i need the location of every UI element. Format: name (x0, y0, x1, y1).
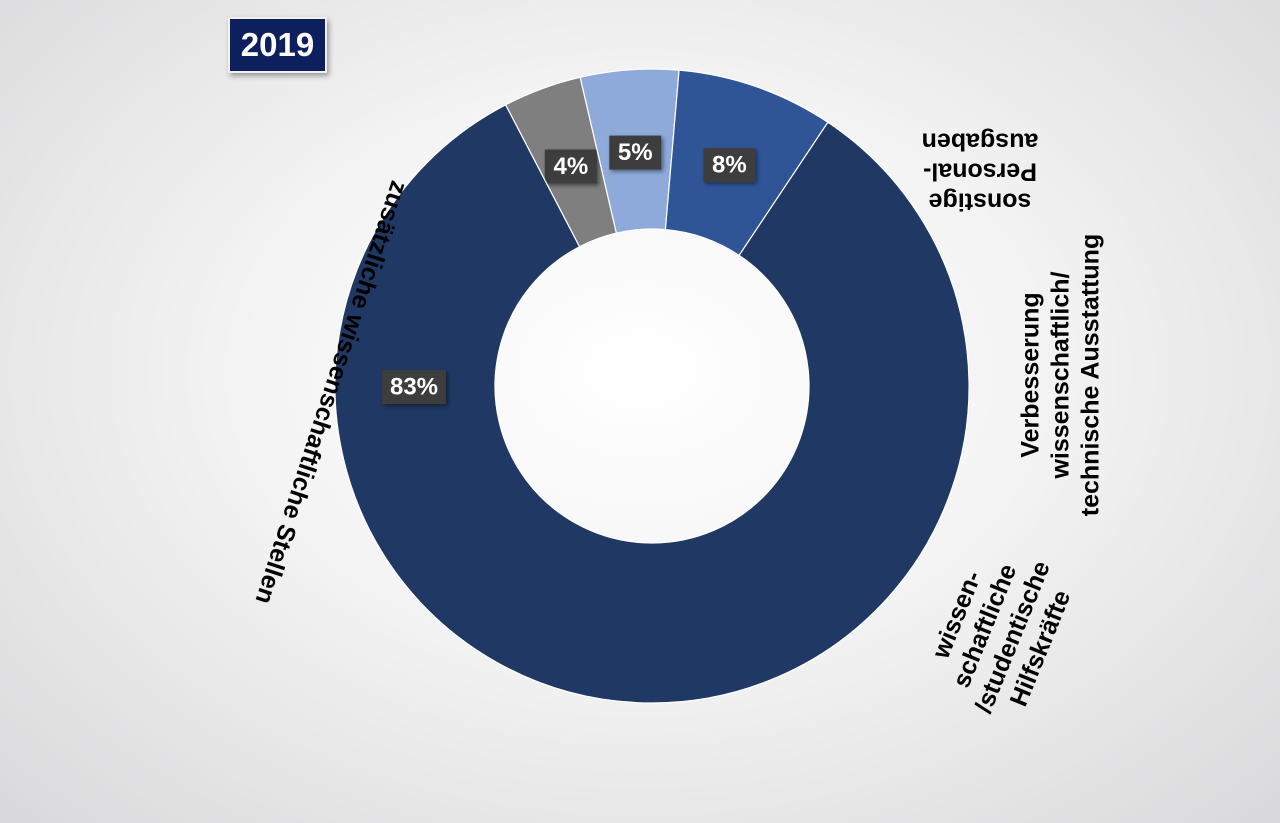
category-label-line: technische Ausstattung (1077, 234, 1105, 516)
data-label-3: 83% (382, 370, 446, 404)
data-label-2: 8% (703, 148, 756, 183)
category-label-2: wissen-schaftliche/studentischeHilfskräf… (926, 557, 1076, 717)
data-label-1: 5% (609, 135, 662, 170)
data-label-text: 83% (390, 373, 438, 400)
data-label-box (703, 148, 756, 183)
category-label-line: Verbesserung (1017, 292, 1045, 457)
year-badge: 2019 (228, 17, 327, 73)
data-label-box (382, 370, 446, 404)
data-label-box (544, 149, 597, 184)
category-label-line: Personal- (923, 157, 1037, 185)
data-label-text: 5% (618, 139, 653, 166)
data-label-text: 4% (553, 153, 588, 180)
category-label-line: sonstige (929, 187, 1032, 215)
data-label-text: 8% (712, 151, 747, 178)
slice-3 (334, 104, 970, 704)
data-label-0: 4% (544, 149, 597, 184)
category-label-1: Verbesserung wissenschaftlich/technische … (1017, 234, 1105, 516)
category-label-line: ausgaben (922, 127, 1039, 155)
data-label-box (609, 135, 662, 170)
category-label-line: wissenschaftlich/ (1047, 271, 1075, 479)
